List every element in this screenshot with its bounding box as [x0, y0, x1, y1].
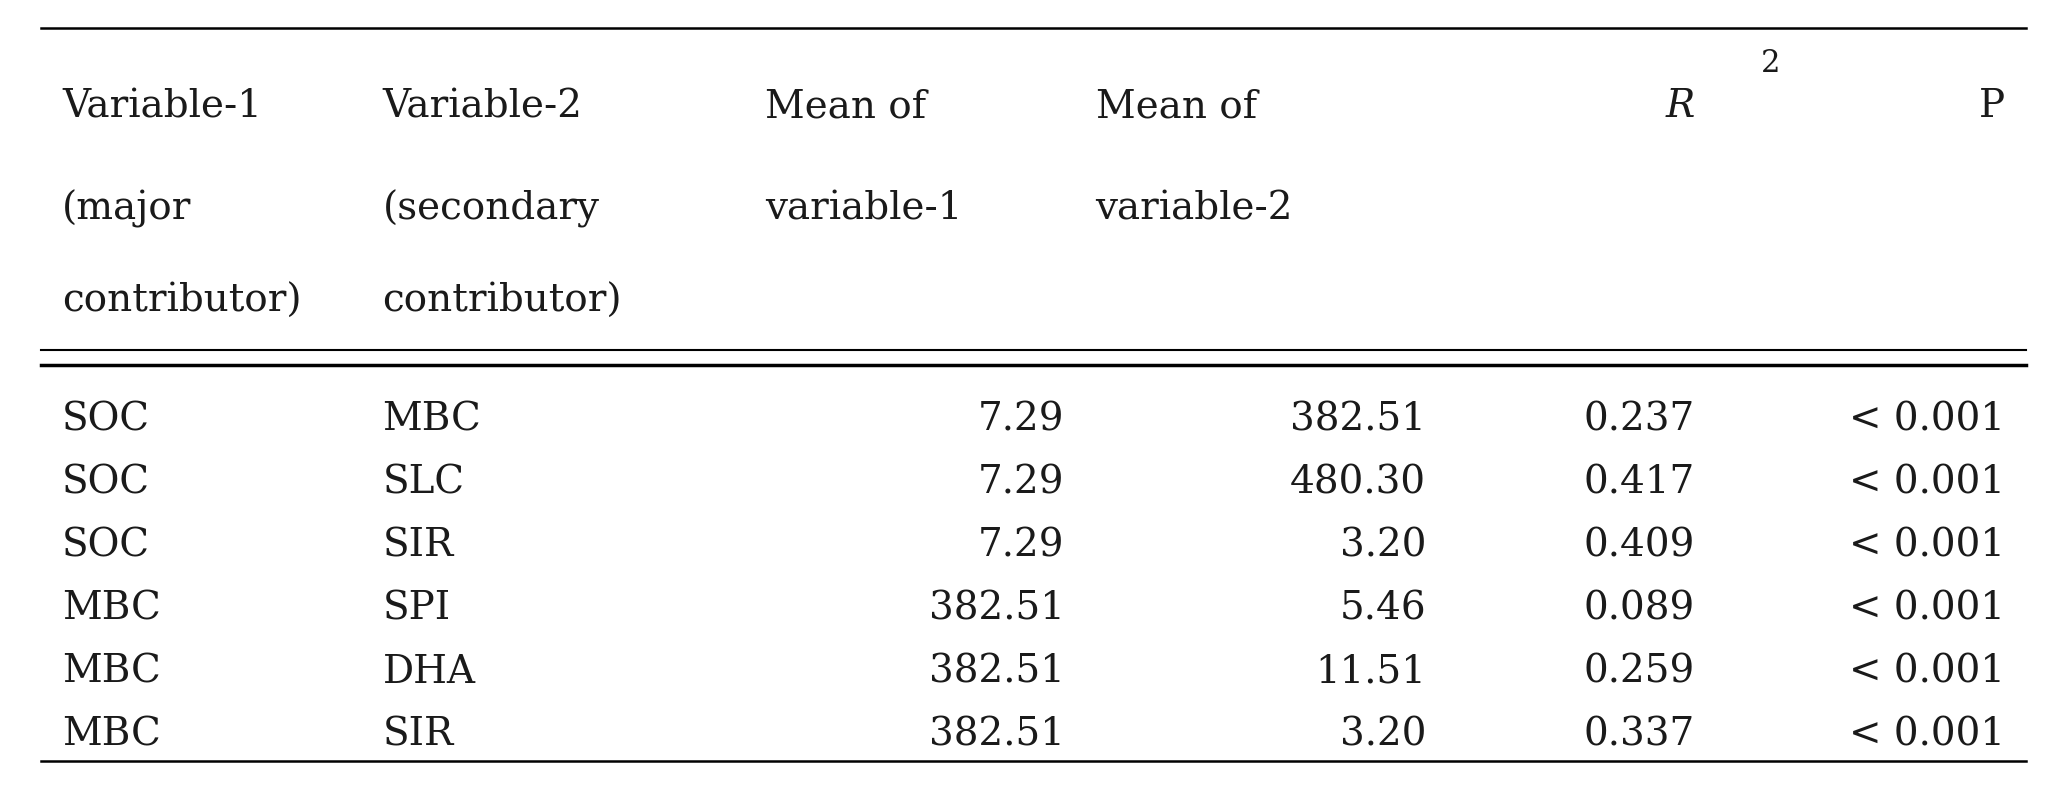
Text: 480.30: 480.30: [1290, 465, 1426, 501]
Text: MBC: MBC: [62, 717, 161, 753]
Text: 382.51: 382.51: [1290, 402, 1426, 438]
Text: 382.51: 382.51: [928, 591, 1065, 627]
Text: 0.409: 0.409: [1583, 528, 1695, 564]
Text: 7.29: 7.29: [978, 402, 1065, 438]
Text: Variable-2: Variable-2: [382, 88, 583, 125]
Text: SOC: SOC: [62, 528, 151, 564]
Text: 7.29: 7.29: [978, 528, 1065, 564]
Text: contributor): contributor): [62, 283, 302, 320]
Text: variable-1: variable-1: [765, 191, 961, 227]
Text: 2: 2: [1761, 47, 1780, 79]
Text: 0.089: 0.089: [1583, 591, 1695, 627]
Text: contributor): contributor): [382, 283, 622, 320]
Text: SIR: SIR: [382, 528, 453, 564]
Text: R: R: [1666, 88, 1695, 125]
Text: < 0.001: < 0.001: [1850, 717, 2005, 753]
Text: < 0.001: < 0.001: [1850, 528, 2005, 564]
Text: SOC: SOC: [62, 465, 151, 501]
Text: 11.51: 11.51: [1315, 654, 1426, 690]
Text: 3.20: 3.20: [1339, 717, 1426, 753]
Text: DHA: DHA: [382, 654, 475, 690]
Text: 7.29: 7.29: [978, 465, 1065, 501]
Text: Variable-1: Variable-1: [62, 88, 263, 125]
Text: SPI: SPI: [382, 591, 451, 627]
Text: 0.259: 0.259: [1583, 654, 1695, 690]
Text: SIR: SIR: [382, 717, 453, 753]
Text: < 0.001: < 0.001: [1850, 402, 2005, 438]
Text: < 0.001: < 0.001: [1850, 591, 2005, 627]
Text: < 0.001: < 0.001: [1850, 465, 2005, 501]
Text: 0.337: 0.337: [1583, 717, 1695, 753]
Text: 0.237: 0.237: [1583, 402, 1695, 438]
Text: 3.20: 3.20: [1339, 528, 1426, 564]
Text: 5.46: 5.46: [1339, 591, 1426, 627]
Text: MBC: MBC: [382, 402, 482, 438]
Text: MBC: MBC: [62, 591, 161, 627]
Text: variable-2: variable-2: [1096, 191, 1294, 227]
Text: MBC: MBC: [62, 654, 161, 690]
Text: 382.51: 382.51: [928, 654, 1065, 690]
Text: P: P: [1978, 88, 2005, 125]
Text: (secondary: (secondary: [382, 190, 599, 228]
Text: SLC: SLC: [382, 465, 465, 501]
Text: Mean of: Mean of: [1096, 88, 1257, 125]
Text: < 0.001: < 0.001: [1850, 654, 2005, 690]
Text: 0.417: 0.417: [1583, 465, 1695, 501]
Text: SOC: SOC: [62, 402, 151, 438]
Text: (major: (major: [62, 190, 192, 228]
Text: Mean of: Mean of: [765, 88, 926, 125]
Text: 382.51: 382.51: [928, 717, 1065, 753]
